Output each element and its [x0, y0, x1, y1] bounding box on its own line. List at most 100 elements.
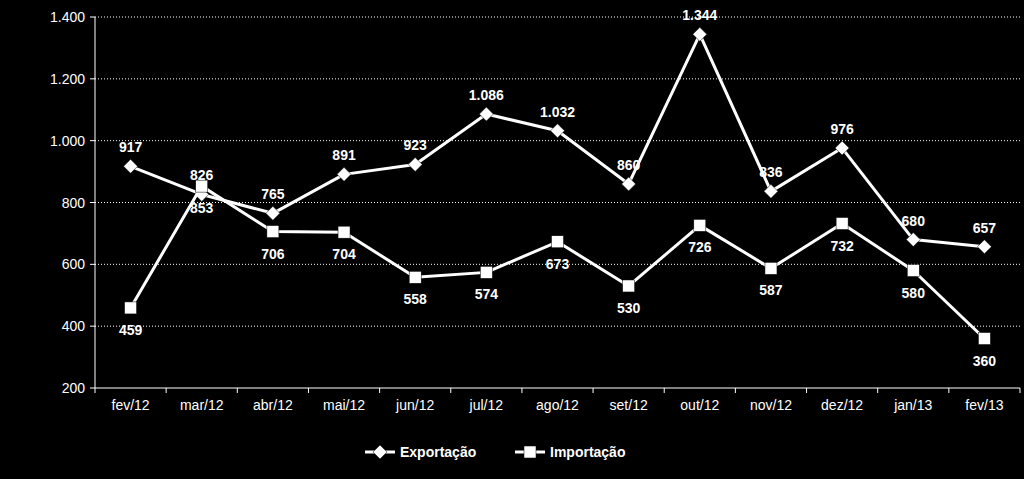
plot-area [124, 27, 992, 344]
y-tick [90, 264, 95, 265]
series-marker [907, 265, 919, 277]
y-tick [90, 78, 95, 79]
data-labels: 917 826 765 891 923 1.086 1.032 860 1.344 836 976 6… [119, 7, 996, 368]
data-label: 657 [973, 220, 997, 236]
x-tick [521, 388, 522, 393]
legend-label: Exportação [400, 444, 476, 460]
series-marker [552, 236, 564, 248]
y-tick-label: 800 [62, 195, 86, 211]
x-tick-label: nov/12 [750, 397, 792, 413]
x-tick [948, 388, 949, 393]
series-marker [765, 262, 777, 274]
x-tick-label: jul/12 [469, 397, 504, 413]
series-marker [338, 226, 350, 238]
series-marker [623, 280, 635, 292]
series-marker [337, 167, 351, 181]
y-axis-line [95, 17, 96, 388]
series-marker [978, 333, 990, 345]
data-label: 360 [973, 353, 997, 369]
x-tick-label: dez/12 [821, 397, 863, 413]
x-axis: fev/12mar/12abr/12mai/12jun/12jul/12ago/… [95, 388, 1020, 413]
x-tick-label: jun/12 [395, 397, 434, 413]
grid-line [95, 140, 1020, 141]
series-marker [835, 141, 849, 155]
y-tick-label: 1.400 [50, 9, 85, 25]
series-marker [267, 226, 279, 238]
x-tick [664, 388, 665, 393]
data-label: 860 [617, 157, 641, 173]
series-marker [266, 206, 280, 220]
series-marker [124, 159, 138, 173]
data-label: 530 [617, 300, 641, 316]
y-tick [90, 388, 95, 389]
y-tick-label: 600 [62, 256, 86, 272]
data-label: 704 [332, 246, 356, 262]
x-tick-label: abr/12 [253, 397, 293, 413]
x-tick-label: fev/12 [112, 397, 150, 413]
data-label: 1.086 [469, 87, 504, 103]
data-label: 765 [261, 186, 285, 202]
x-tick-label: fev/13 [965, 397, 1003, 413]
data-label: 853 [190, 200, 214, 216]
data-label: 826 [190, 167, 214, 183]
grid-line [95, 78, 1020, 79]
series-marker [622, 177, 636, 191]
x-tick-label: set/12 [610, 397, 648, 413]
legend: Exportação Importação [365, 444, 625, 460]
data-label: 917 [119, 139, 143, 155]
x-tick [593, 388, 594, 393]
series-marker [480, 266, 492, 278]
grid-line [95, 326, 1020, 327]
series-marker [764, 184, 778, 198]
series-marker [409, 271, 421, 283]
chart-svg: 1.4001.2001.000800600400200fev/12mar/12a… [0, 0, 1024, 479]
grid-line [95, 17, 1020, 18]
data-label: 558 [404, 291, 428, 307]
chart-container: 1.4001.2001.000800600400200fev/12mar/12a… [0, 0, 1024, 479]
y-tick-label: 1.000 [50, 133, 85, 149]
data-label: 891 [332, 147, 356, 163]
data-label: 732 [830, 238, 854, 254]
x-tick-label: ago/12 [536, 397, 579, 413]
y-tick-label: 200 [62, 380, 86, 396]
series-line [131, 34, 985, 246]
data-label: 976 [830, 121, 854, 137]
data-label: 1.344 [682, 7, 717, 23]
legend-marker [524, 446, 536, 458]
y-tick [90, 326, 95, 327]
series-marker [479, 107, 493, 121]
x-tick [166, 388, 167, 393]
series-marker [836, 218, 848, 230]
x-tick [237, 388, 238, 393]
y-tick-label: 1.200 [50, 71, 85, 87]
series-marker [125, 302, 137, 314]
data-label: 923 [404, 137, 428, 153]
x-tick [877, 388, 878, 393]
data-label: 836 [759, 164, 783, 180]
x-axis-line [95, 388, 1020, 389]
x-tick [450, 388, 451, 393]
series-marker [694, 219, 706, 231]
x-tick [308, 388, 309, 393]
x-tick-label: out/12 [680, 397, 719, 413]
x-tick [379, 388, 380, 393]
x-tick-label: mai/12 [323, 397, 365, 413]
legend-label: Importação [550, 444, 625, 460]
legend-marker [373, 445, 387, 459]
series-marker [977, 240, 991, 254]
y-tick [90, 140, 95, 141]
data-label: 574 [475, 286, 499, 302]
series-line [131, 186, 985, 338]
data-label: 726 [688, 239, 712, 255]
series-marker [408, 157, 422, 171]
data-label: 680 [902, 213, 926, 229]
data-label: 587 [759, 282, 783, 298]
series-marker [693, 27, 707, 41]
x-tick [735, 388, 736, 393]
x-tick [1020, 388, 1021, 393]
data-label: 706 [261, 246, 285, 262]
y-tick [90, 17, 95, 18]
data-label: 1.032 [540, 104, 575, 120]
x-tick-label: jan/13 [893, 397, 932, 413]
series-marker [551, 124, 565, 138]
